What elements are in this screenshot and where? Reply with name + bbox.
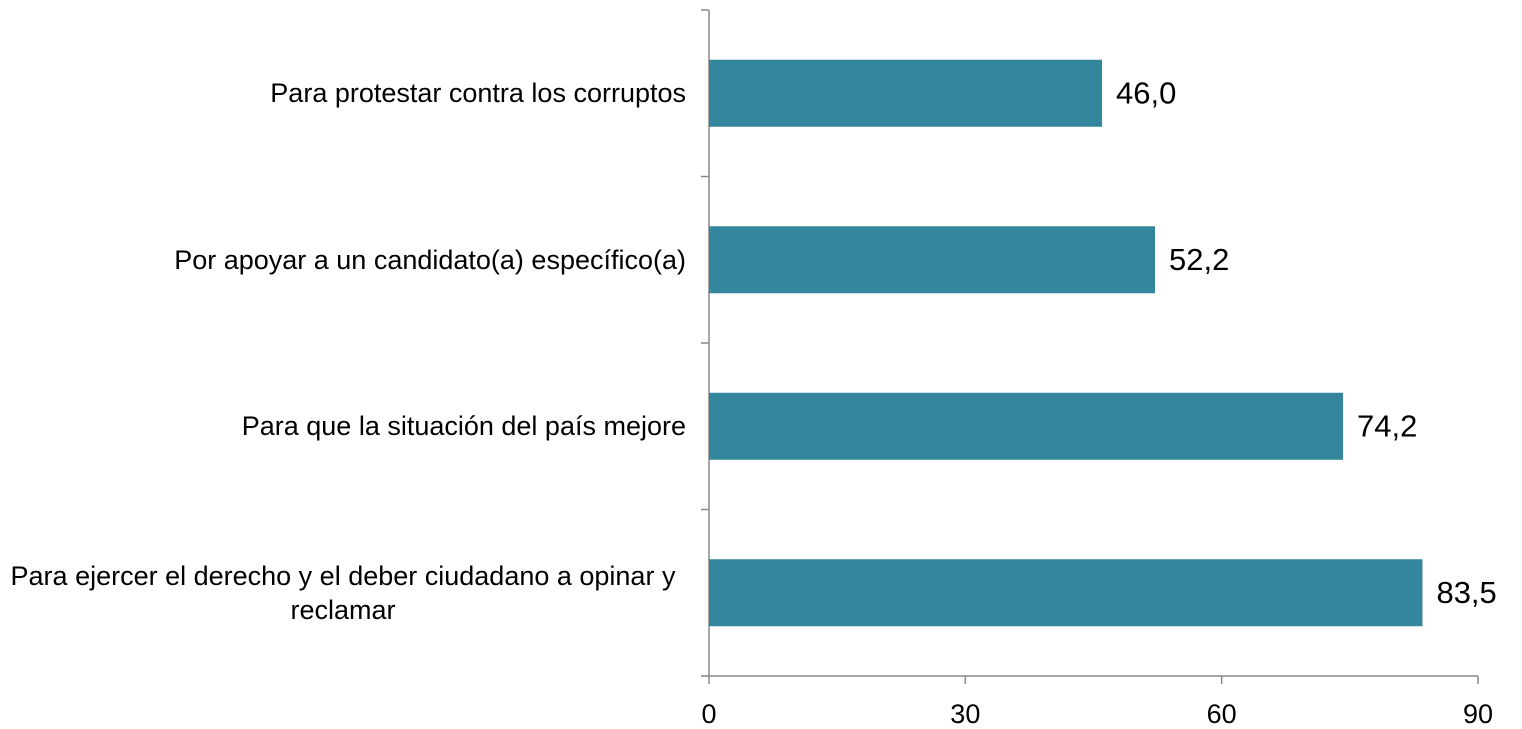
value-label: 46,0 [1116, 75, 1176, 110]
bar [709, 226, 1156, 294]
bar [709, 392, 1343, 460]
bar [709, 559, 1423, 627]
x-tick-label: 90 [1463, 699, 1493, 729]
bar [709, 59, 1103, 127]
category-label-box: Para que la situación del país mejore [0, 343, 686, 510]
value-label: 52,2 [1169, 242, 1229, 277]
x-tick-label: 60 [1207, 699, 1237, 729]
category-label: Por apoyar a un candidato(a) específico(… [174, 244, 686, 275]
category-label: Para ejercer el derecho y el deber ciuda… [10, 560, 676, 625]
x-tick-label: 30 [950, 699, 980, 729]
category-label-box: Para ejercer el derecho y el deber ciuda… [0, 510, 686, 677]
category-label: Para que la situación del país mejore [241, 411, 686, 442]
value-label: 83,5 [1436, 575, 1496, 610]
value-label: 74,2 [1357, 408, 1417, 443]
x-tick-label: 0 [701, 699, 716, 729]
category-label-box: Para protestar contra los corruptos [0, 10, 686, 177]
category-label-box: Por apoyar a un candidato(a) específico(… [0, 177, 686, 344]
category-label: Para protestar contra los corruptos [270, 78, 686, 109]
